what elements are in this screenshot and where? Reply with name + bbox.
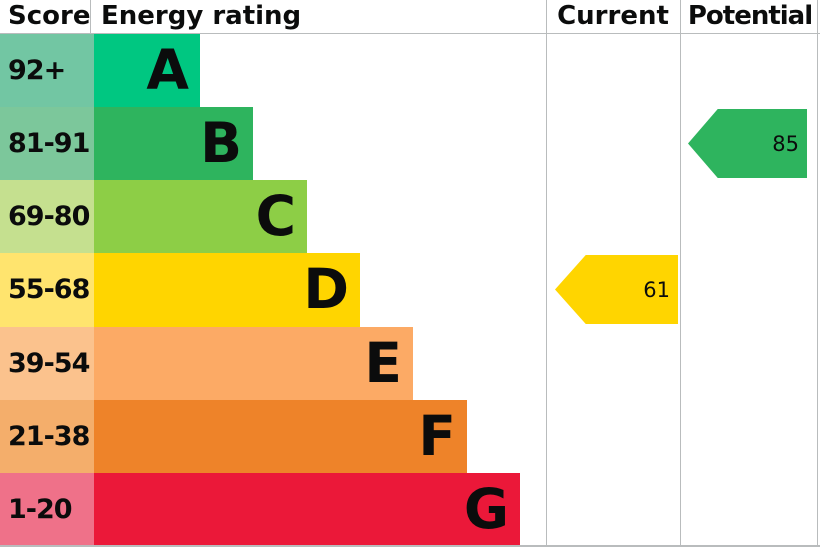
score-range-a: 92+ [0, 34, 94, 108]
band-row-e: 39-54 E [0, 326, 820, 400]
band-row-a: 92+ A [0, 34, 820, 108]
band-bar-d: D [94, 253, 360, 327]
current-rating-arrow: 61 [555, 255, 678, 324]
band-rows: 92+ A 81-91 B 69-80 C 55-68 D 39-54 E 21… [0, 34, 820, 546]
band-bar-f: F [94, 399, 467, 473]
divider-current-column [546, 0, 547, 547]
header-current: Current [557, 1, 669, 31]
score-range-b: 81-91 [0, 107, 94, 181]
band-row-g: 1-20 G [0, 472, 820, 546]
band-bar-a: A [94, 34, 200, 108]
potential-rating-value: 85 [772, 131, 799, 156]
header-energy-rating: Energy rating [101, 1, 302, 31]
divider-right-edge [817, 0, 818, 547]
band-bar-e: E [94, 326, 413, 400]
score-range-d: 55-68 [0, 253, 94, 327]
header-score: Score [0, 0, 91, 33]
score-range-f: 21-38 [0, 399, 94, 473]
divider-potential-column [680, 0, 681, 547]
current-rating-value: 61 [643, 277, 670, 302]
band-row-f: 21-38 F [0, 399, 820, 473]
score-range-e: 39-54 [0, 326, 94, 400]
band-bar-b: B [94, 107, 253, 181]
band-row-d: 55-68 D [0, 253, 820, 327]
score-range-c: 69-80 [0, 180, 94, 254]
header-row: Score Energy rating Current Potential [0, 0, 820, 34]
header-potential: Potential [687, 1, 813, 31]
bottom-border [0, 545, 820, 547]
potential-rating-arrow: 85 [688, 109, 807, 178]
score-range-g: 1-20 [0, 472, 94, 546]
band-bar-c: C [94, 180, 307, 254]
band-row-b: 81-91 B [0, 107, 820, 181]
band-row-c: 69-80 C [0, 180, 820, 254]
band-bar-g: G [94, 472, 520, 546]
